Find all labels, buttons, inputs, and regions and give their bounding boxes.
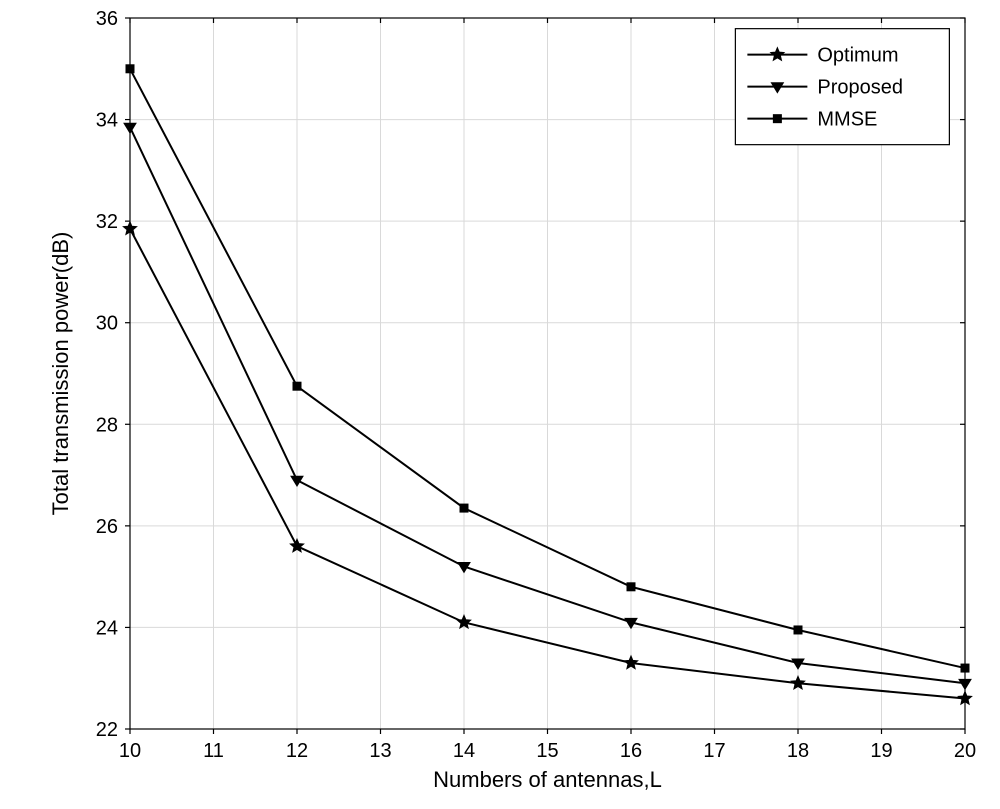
y-tick-label: 28: [96, 414, 118, 436]
line-chart: 10 11 12 13 14 15 16 17 18 19 20 22 24 26 28 30 32 34 36 Nu…: [0, 0, 1000, 809]
x-tick-label: 14: [453, 740, 475, 762]
y-tick-label: 32: [96, 211, 118, 233]
y-tick-label: 30: [96, 313, 118, 335]
x-tick-label: 10: [119, 740, 141, 762]
y-tick-label: 34: [96, 110, 118, 132]
legend-label: Optimum: [817, 45, 898, 67]
y-tick-label: 36: [96, 8, 118, 30]
legend-label: MMSE: [817, 109, 877, 131]
legend-label: Proposed: [817, 77, 903, 99]
x-tick-label: 16: [620, 740, 642, 762]
y-tick-label: 22: [96, 719, 118, 741]
y-axis-label: Total transmission power(dB): [48, 232, 73, 516]
chart-container: 10 11 12 13 14 15 16 17 18 19 20 22 24 26 28 30 32 34 36 Nu…: [0, 0, 1000, 809]
x-tick-label: 18: [787, 740, 809, 762]
x-tick-label: 15: [536, 740, 558, 762]
x-tick-label: 20: [954, 740, 976, 762]
y-tick-label: 24: [96, 617, 118, 639]
x-tick-label: 12: [286, 740, 308, 762]
y-tick-label: 26: [96, 516, 118, 538]
x-tick-label: 11: [203, 740, 224, 762]
x-tick-label: 17: [703, 740, 725, 762]
x-axis-label: Numbers of antennas,L: [433, 767, 662, 792]
x-tick-label: 13: [369, 740, 391, 762]
legend: Optimum Proposed MMSE: [735, 29, 949, 145]
x-tick-label: 19: [870, 740, 892, 762]
